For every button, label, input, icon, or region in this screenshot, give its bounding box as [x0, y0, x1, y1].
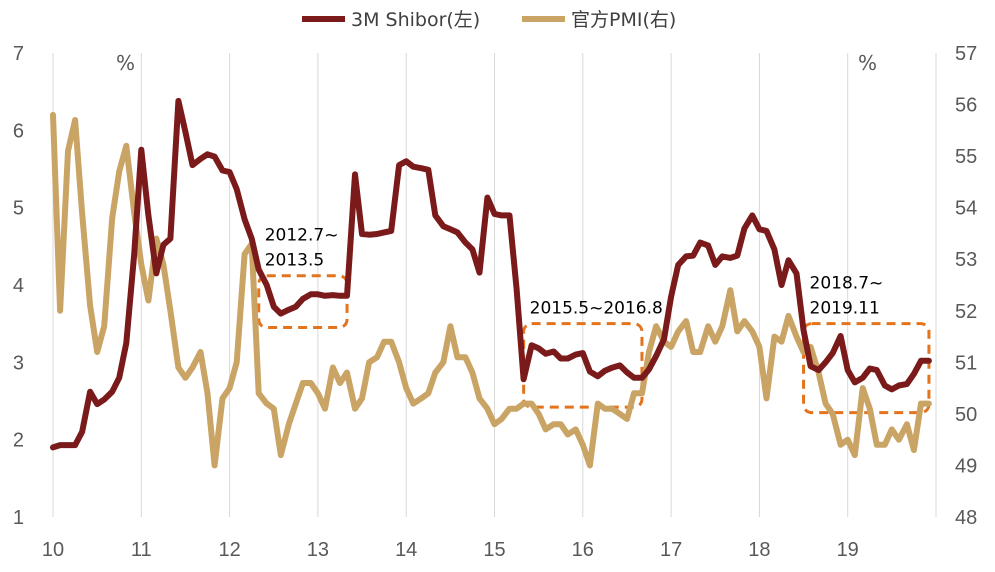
y-left-tick-label: 4 [13, 275, 24, 297]
y-right-tick-label: 54 [955, 198, 977, 220]
x-tick-label: 11 [131, 539, 152, 561]
y-left-tick-label: 5 [13, 198, 24, 220]
y-right-tick-label: 48 [955, 507, 977, 529]
annotation-box [522, 322, 644, 409]
legend-label-shibor: 3M Shibor(左) [351, 9, 480, 31]
x-tick-label: 10 [42, 539, 64, 561]
annotation-label: 2019.11 [810, 299, 880, 319]
y-right-tick-label: 57 [955, 43, 977, 65]
x-tick-label: 15 [483, 539, 505, 561]
y-left-tick-label: 3 [13, 352, 24, 374]
x-tick-label: 12 [218, 539, 240, 561]
legend: 3M Shibor(左) 官方PMI(右) [302, 9, 676, 31]
y-left-tick-label: 2 [13, 430, 24, 452]
x-tick-label: 19 [837, 539, 859, 561]
y-left-tick-label: 6 [13, 120, 24, 142]
x-tick-label: 13 [307, 539, 329, 561]
series-lines [50, 97, 932, 469]
x-tick-label: 18 [748, 539, 770, 561]
axis-ticks: 10 11 12 13 14 15 16 17 18 1912345674849505152535… [13, 43, 977, 561]
left-axis-unit-label: % [116, 51, 135, 75]
y-right-tick-label: 53 [955, 249, 977, 271]
x-tick-label: 14 [395, 539, 417, 561]
x-tick-label: 16 [572, 539, 594, 561]
annotation-label: 2013.5 [265, 251, 324, 271]
annotation-labels: 2012.7~ 2013.5 2015.5~2016.8 2018.7~ 2019.11 [265, 226, 884, 319]
y-left-tick-label: 7 [13, 43, 24, 65]
y-right-tick-label: 51 [955, 352, 977, 374]
y-right-tick-label: 50 [955, 404, 977, 426]
annotation-label: 2012.7~ [265, 226, 339, 246]
annotation-box [257, 274, 349, 330]
annotation-label: 2015.5~2016.8 [530, 299, 663, 319]
series-line-shibor [50, 97, 932, 451]
x-tick-label: 17 [660, 539, 682, 561]
legend-label-pmi: 官方PMI(右) [571, 9, 676, 31]
annotation-label: 2018.7~ [810, 274, 884, 294]
y-right-tick-label: 56 [955, 95, 977, 117]
annotation-boxes [257, 274, 931, 415]
y-left-tick-label: 1 [13, 507, 24, 529]
right-axis-unit-label: % [858, 51, 877, 75]
y-right-tick-label: 49 [955, 455, 977, 477]
y-right-tick-label: 52 [955, 301, 977, 323]
series-line-pmi [50, 111, 932, 469]
y-right-tick-label: 55 [955, 146, 977, 168]
annotation-box [802, 322, 931, 415]
